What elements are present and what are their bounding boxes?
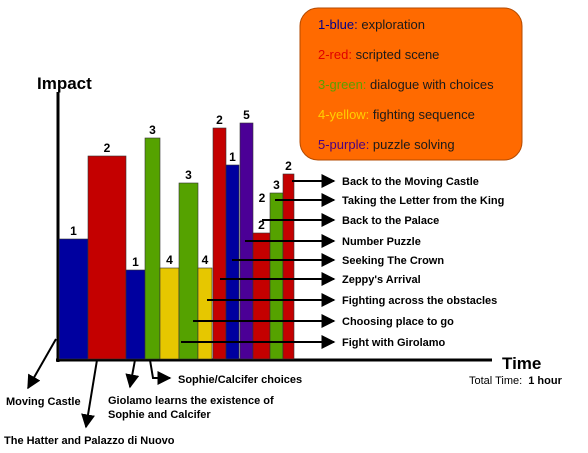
legend-desc: puzzle solving [369,137,454,152]
bar-value-label: 2 [258,218,265,232]
event-label: Zeppy's Arrival [342,274,421,286]
bar [178,182,199,360]
legend-key: 2-red: [318,47,352,62]
bar-value-label: 1 [229,150,236,164]
event-label: Fighting across the obstacles [342,295,497,307]
legend-key: 3-green: [318,77,366,92]
bar [197,267,213,360]
bar [125,269,146,360]
legend-key: 4-yellow: [318,107,369,122]
arrow [125,359,140,389]
bar-value-label: 2 [104,141,111,155]
bar [87,155,127,360]
event-label: Back to the Moving Castle [342,176,479,188]
arrow [81,359,98,429]
bar [159,267,180,360]
event-label: Taking the Letter from the King [342,195,504,207]
bar-value-label: 4 [166,253,173,267]
legend-item: 2-red: scripted scene [318,47,439,62]
legend-box [299,7,523,161]
bar-value-label: 3 [273,178,280,192]
legend-desc: scripted scene [352,47,439,62]
bar-value-label: 1 [132,255,139,269]
legend-item: 3-green: dialogue with choices [318,77,494,92]
bar-value-label: 2 [216,113,223,127]
legend-desc: fighting sequence [369,107,475,122]
bar-value-label: 2 [285,159,292,173]
event-label: Moving Castle [6,396,81,408]
bar [212,127,227,360]
legend-key: 5-purple: [318,137,369,152]
legend-item: 5-purple: puzzle solving [318,137,455,152]
event-label: Seeking The Crown [342,255,444,267]
bar-value-label: 3 [185,168,192,182]
bar-value-label: 1 [70,224,77,238]
arrow [27,338,57,390]
event-label: Fight with Girolamo [342,337,446,349]
legend-desc: dialogue with choices [366,77,494,92]
event-label: Number Puzzle [342,236,421,248]
bar [269,192,284,360]
total-time-value: 1 hour [528,375,562,387]
bars [58,122,295,360]
legend-key: 1-blue: [318,17,358,32]
bar [282,173,295,360]
event-labels: Back to the Moving Castle Taking the Lett… [4,176,504,447]
event-label: Sophie/Calcifer choices [178,374,302,386]
bar-value-label: 5 [243,108,250,122]
bar-value-label: 3 [149,123,156,137]
bar [225,164,240,360]
bar-value-label: 2 [259,191,266,205]
event-label: Back to the Palace [342,215,439,227]
total-time: Total Time: 1 hour [469,375,563,387]
y-axis-title: Impact [37,74,92,93]
event-label: Choosing place to go [342,316,454,328]
event-label: Giolamo learns the existence of Sophie an… [108,395,274,421]
arrow [149,359,172,385]
bar-value-label: 4 [202,253,209,267]
legend-item: 1-blue: exploration [318,17,425,32]
event-label: The Hatter and Palazzo di Nuovo [4,435,175,447]
legend-desc: exploration [358,17,425,32]
total-time-label: Total Time: [469,375,522,387]
legend: 1-blue: exploration 2-red: scripted scene… [318,17,494,152]
arrows [27,174,336,429]
legend-item: 4-yellow: fighting sequence [318,107,475,122]
bar [252,232,271,360]
x-axis-title: Time [502,354,541,373]
bar [58,238,89,360]
bar [144,137,161,360]
